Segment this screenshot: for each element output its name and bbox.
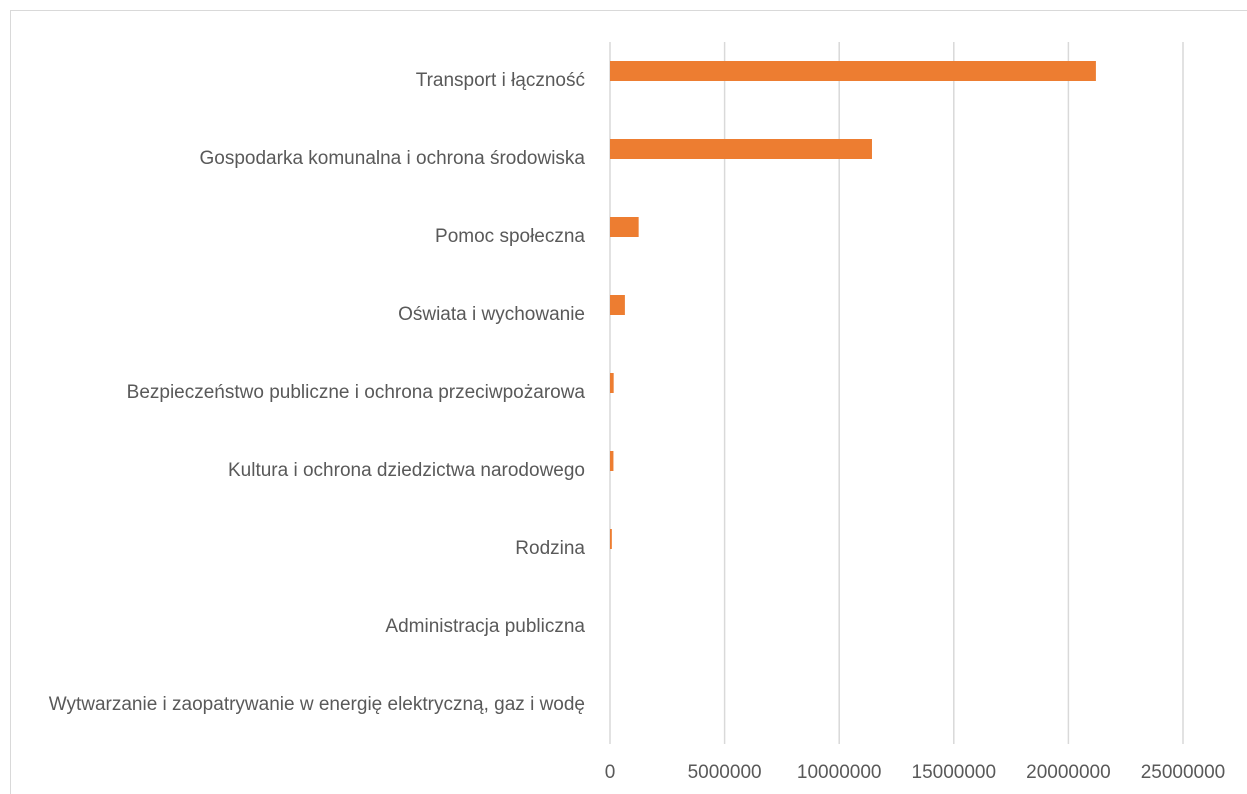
- bar: [610, 529, 612, 549]
- x-tick-label: 0: [605, 762, 616, 783]
- bar: [610, 217, 639, 237]
- bar: [610, 295, 625, 315]
- y-tick-label: Bezpieczeństwo publiczne i ochrona przec…: [126, 382, 585, 403]
- y-tick-label: Kultura i ochrona dziedzictwa narodowego: [228, 460, 585, 481]
- y-tick-label: Rodzina: [515, 538, 585, 559]
- y-tick-label: Administracja publiczna: [385, 616, 585, 637]
- y-tick-label: Wytwarzanie i zaopatrywanie w energię el…: [48, 694, 585, 715]
- x-tick-label: 10000000: [797, 762, 882, 783]
- bar: [610, 139, 872, 159]
- y-tick-label: Oświata i wychowanie: [398, 304, 585, 325]
- chart-border: [10, 10, 1247, 794]
- x-tick-label: 25000000: [1141, 762, 1226, 783]
- y-tick-label: Gospodarka komunalna i ochrona środowisk…: [199, 148, 586, 169]
- y-tick-label: Transport i łączność: [415, 70, 585, 91]
- y-tick-label: Pomoc społeczna: [435, 226, 585, 247]
- x-tick-label: 20000000: [1026, 762, 1111, 783]
- x-tick-label: 5000000: [688, 762, 762, 783]
- bar: [610, 61, 1096, 81]
- x-tick-label: 15000000: [912, 762, 997, 783]
- bar: [610, 373, 614, 393]
- bar: [610, 451, 614, 471]
